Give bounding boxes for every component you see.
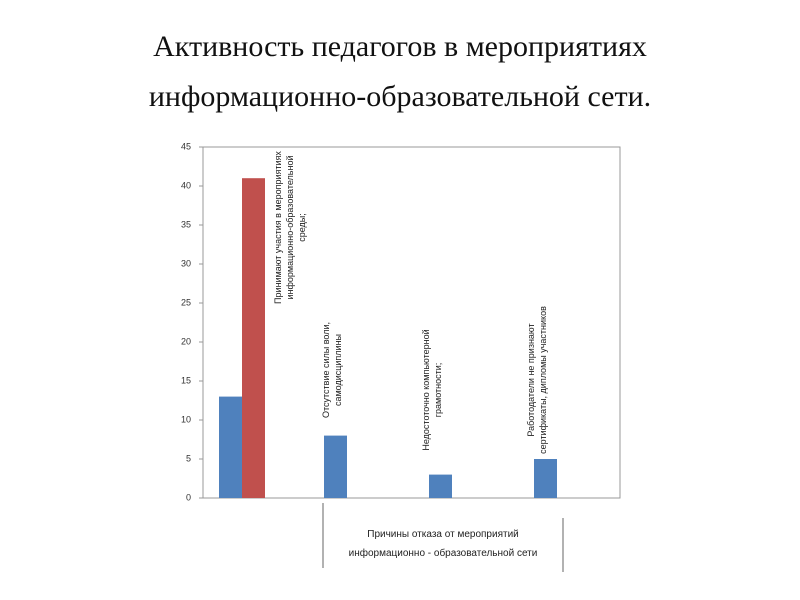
- category-label: Недостоточно компьютерной грамотности;: [421, 329, 443, 451]
- y-tick-label: 40: [181, 180, 191, 190]
- bar: [429, 474, 452, 498]
- chart-title: Активность педагогов в мероприятиях инфо…: [148, 30, 652, 113]
- bar: [324, 435, 347, 498]
- bar: [534, 459, 557, 498]
- category-label: Работодатели не признают сертификаты, ди…: [526, 306, 548, 454]
- bar: [242, 178, 265, 498]
- y-tick-label: 20: [181, 336, 191, 346]
- bar: [219, 396, 242, 498]
- plot-frame: [202, 146, 621, 499]
- y-tick-label: 30: [181, 258, 191, 268]
- category-label: Принимают участия в мероприятиях информа…: [273, 151, 307, 304]
- y-tick-label: 0: [186, 492, 191, 502]
- y-tick-label: 10: [181, 414, 191, 424]
- y-tick-label: 25: [181, 297, 191, 307]
- y-tick-label: 45: [181, 141, 191, 151]
- category-label: Отсутствие силы воли, самодисциплины: [321, 322, 343, 418]
- y-tick-label: 35: [181, 219, 191, 229]
- y-tick-label: 5: [186, 453, 191, 463]
- y-tick-label: 15: [181, 375, 191, 385]
- annotation: Причины отказа от мероприятий информацио…: [348, 529, 538, 559]
